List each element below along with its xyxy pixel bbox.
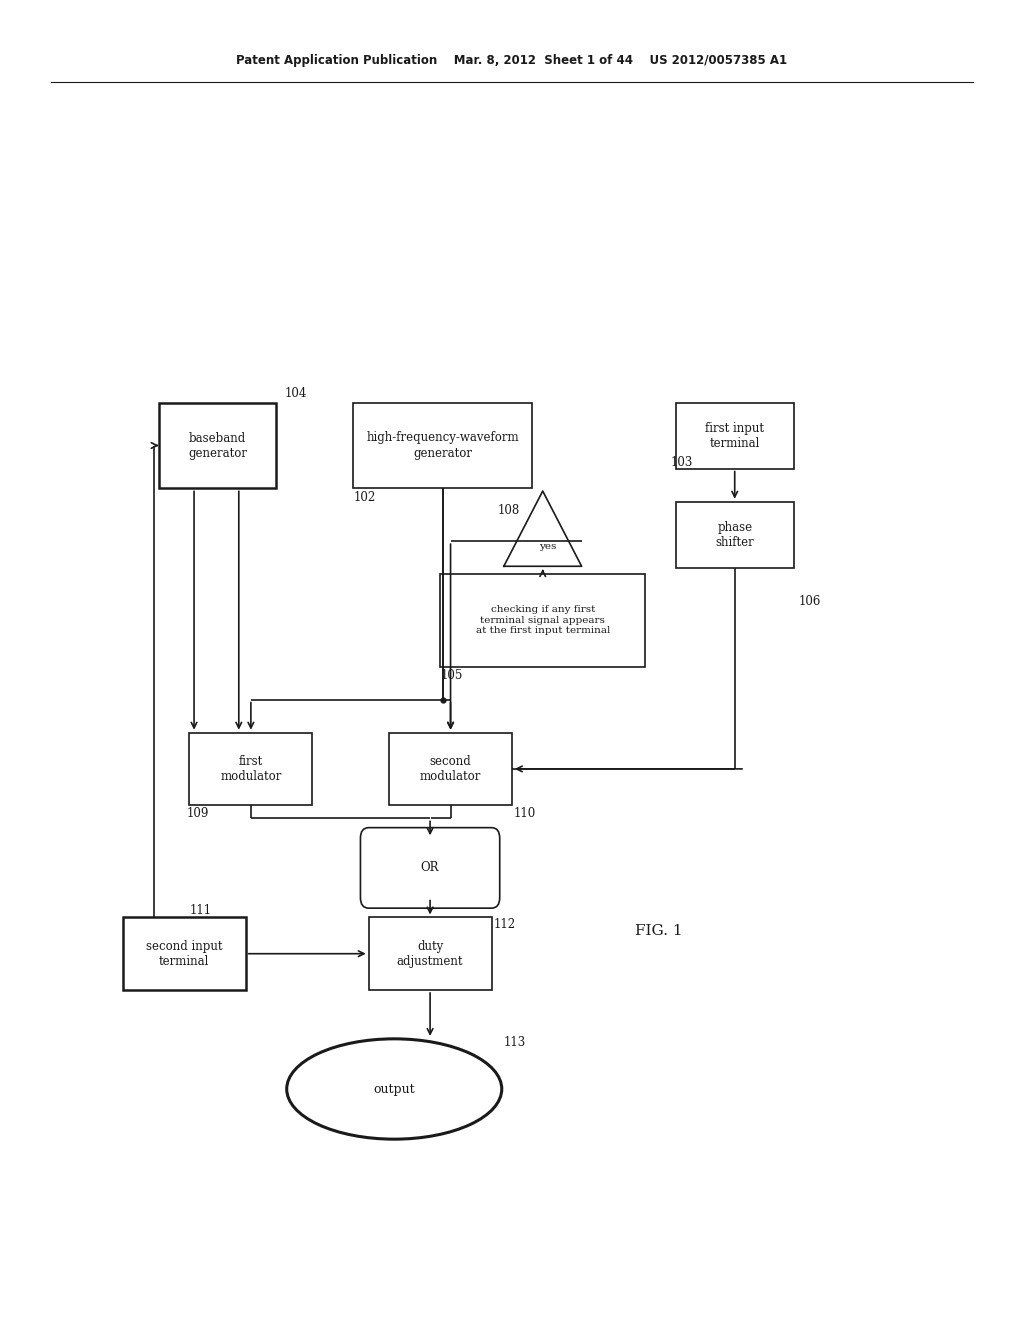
Text: 111: 111 (189, 904, 212, 917)
Bar (123, 917, 246, 990)
Text: duty
adjustment: duty adjustment (397, 940, 463, 968)
Bar (159, 403, 276, 488)
Text: second
modulator: second modulator (420, 755, 481, 783)
Text: first
modulator: first modulator (220, 755, 282, 783)
Ellipse shape (287, 1039, 502, 1139)
Text: 112: 112 (494, 917, 516, 931)
Text: second input
terminal: second input terminal (146, 940, 222, 968)
Text: Patent Application Publication    Mar. 8, 2012  Sheet 1 of 44    US 2012/0057385: Patent Application Publication Mar. 8, 2… (237, 54, 787, 67)
Bar (440, 574, 645, 667)
Text: OR: OR (421, 862, 439, 874)
Bar (389, 733, 512, 805)
Text: 102: 102 (353, 491, 376, 504)
Text: output: output (374, 1082, 415, 1096)
Text: 105: 105 (440, 669, 463, 682)
Text: 103: 103 (671, 455, 693, 469)
Bar (676, 403, 794, 469)
Text: phase
shifter: phase shifter (716, 520, 754, 549)
Bar (353, 403, 532, 488)
Bar (189, 733, 312, 805)
Text: 113: 113 (504, 1036, 526, 1049)
Text: 106: 106 (799, 595, 821, 609)
Text: baseband
generator: baseband generator (188, 432, 247, 459)
Bar (369, 917, 492, 990)
Text: 109: 109 (186, 807, 209, 820)
Text: checking if any first
terminal signal appears
at the first input terminal: checking if any first terminal signal ap… (475, 606, 610, 635)
Bar (676, 502, 794, 568)
Text: 104: 104 (285, 387, 307, 400)
Text: 110: 110 (514, 807, 537, 820)
Text: 108: 108 (498, 504, 520, 517)
Text: high-frequency-waveform
generator: high-frequency-waveform generator (367, 432, 519, 459)
Text: yes: yes (540, 541, 556, 550)
Text: FIG. 1: FIG. 1 (635, 924, 683, 937)
FancyBboxPatch shape (360, 828, 500, 908)
Text: first input
terminal: first input terminal (706, 421, 764, 450)
